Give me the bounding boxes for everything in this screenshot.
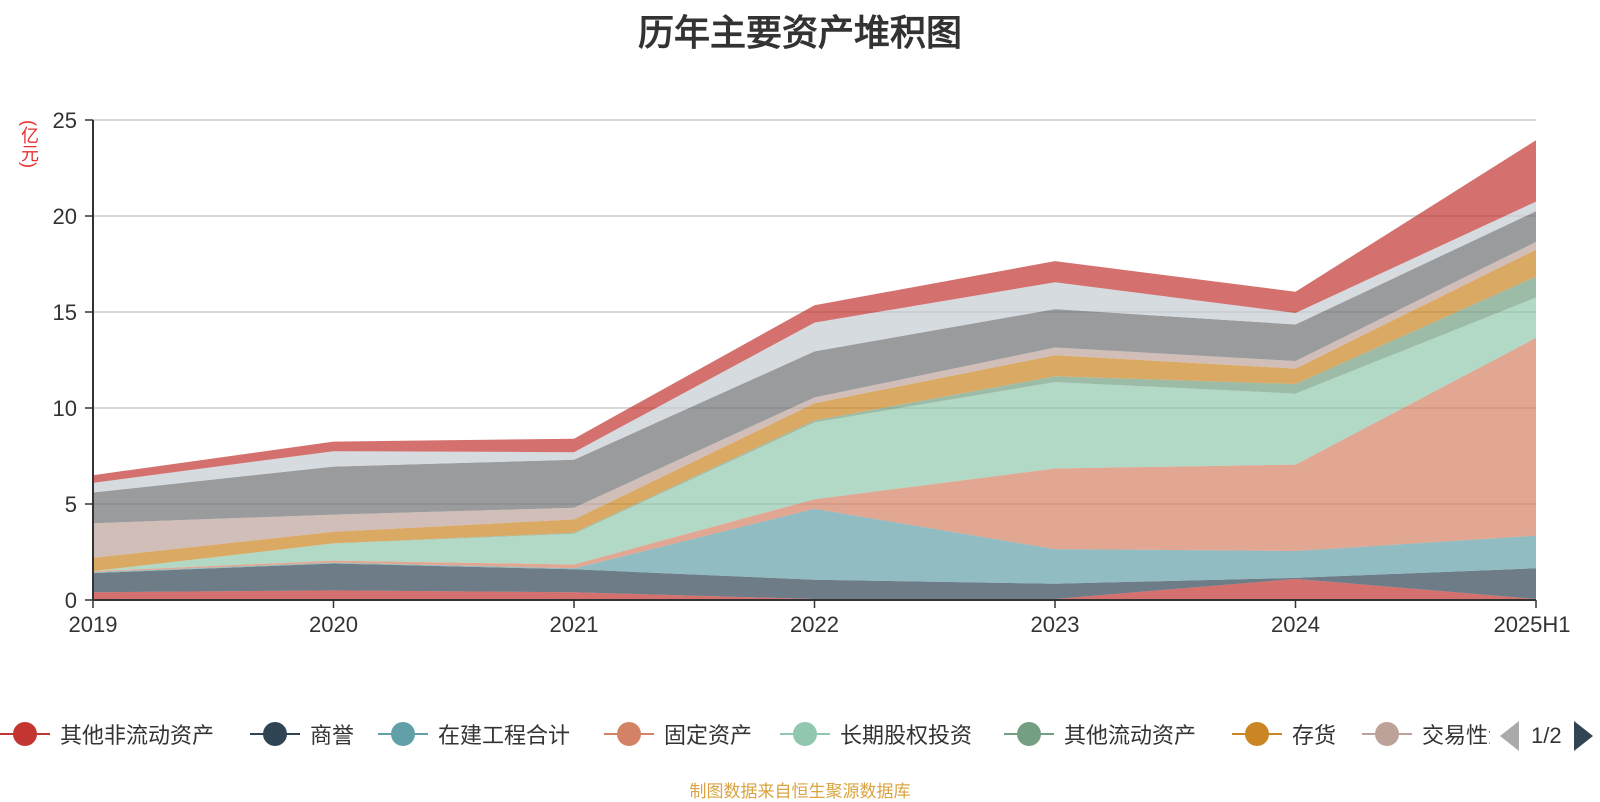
x-tick-label: 2024 (1271, 612, 1320, 637)
legend-marker-icon (604, 722, 654, 746)
legend-item[interactable]: 长期股权投资 (780, 716, 972, 752)
legend-marker-icon (250, 722, 300, 746)
source-note: 制图数据来自恒生聚源数据库 (689, 782, 911, 801)
legend-item[interactable]: 在建工程合计 (378, 716, 570, 752)
stacked-area-chart: 0 5 10 15 20 25 2019 2020 2021 2022 2023 2024 2025H1 (53, 108, 1571, 637)
legend-label: 固定资产 (664, 723, 753, 748)
legend-label: 长期股权投资 (840, 723, 973, 748)
legend-label: 其他非流动资产 (60, 723, 215, 748)
x-tick-label: 2023 (1031, 612, 1080, 637)
legend-pager: 1/2 (1500, 718, 1593, 754)
area-series-11[interactable] (93, 140, 1536, 483)
area-series-4[interactable] (93, 337, 1536, 573)
y-tick-label: 25 (53, 108, 77, 133)
legend-label: 其他流动资产 (1064, 723, 1197, 748)
legend-marker-icon (0, 722, 50, 746)
legend-item[interactable]: 其他流动资产 (1004, 716, 1196, 752)
x-tick-label: 2022 (790, 612, 839, 637)
y-axis-unit-label: (亿元) (19, 120, 39, 168)
legend-page-indicator: 1/2 (1531, 723, 1562, 748)
legend-label: 交易性金融资产 (1422, 723, 1490, 748)
y-tick-label: 10 (53, 396, 77, 421)
area-series-2[interactable] (93, 563, 1536, 600)
legend-item[interactable]: 固定资产 (604, 716, 752, 752)
legend-marker-icon (1232, 722, 1282, 746)
x-tick-label: 2020 (309, 612, 358, 637)
legend-marker-icon (1362, 722, 1412, 746)
y-tick-label: 0 (65, 588, 77, 613)
area-series-10[interactable] (93, 201, 1536, 493)
legend: 其他非流动资产 商誉 在建工程合计 固定资产 长期股权投资 其他流动资产 存货 交易性金融资产 (0, 716, 1490, 756)
chart-title: 历年主要资产堆积图 (637, 12, 962, 53)
axes: 0 5 10 15 20 25 2019 2020 2021 2022 2023 2024 2025H1 (53, 108, 1571, 637)
area-series-8[interactable] (93, 241, 1536, 558)
area-series-7[interactable] (93, 249, 1536, 572)
legend-next-page-icon[interactable] (1573, 721, 1593, 751)
area-series-group (93, 140, 1536, 600)
legend-prev-page-icon[interactable] (1500, 721, 1519, 751)
area-series-3[interactable] (93, 508, 1536, 584)
legend-label: 在建工程合计 (438, 723, 571, 748)
area-series-1[interactable] (93, 578, 1536, 600)
x-tick-label: 2025H1 (1493, 612, 1570, 637)
legend-marker-icon (780, 722, 830, 746)
legend-label: 存货 (1292, 723, 1337, 748)
y-tick-label: 15 (53, 300, 77, 325)
area-series-5[interactable] (93, 297, 1536, 572)
x-tick-label: 2019 (69, 612, 118, 637)
legend-marker-icon (378, 722, 428, 746)
legend-item[interactable]: 存货 (1232, 716, 1336, 752)
legend-label: 商誉 (310, 723, 355, 748)
y-tick-label: 20 (53, 204, 77, 229)
legend-item[interactable]: 交易性金融资产 (1362, 716, 1490, 752)
y-tick-label: 5 (65, 492, 77, 517)
x-tick-label: 2021 (550, 612, 599, 637)
area-series-9[interactable] (93, 211, 1536, 524)
legend-item[interactable]: 其他非流动资产 (0, 716, 214, 752)
legend-marker-icon (1004, 722, 1054, 746)
legend-item[interactable]: 商誉 (250, 716, 354, 752)
